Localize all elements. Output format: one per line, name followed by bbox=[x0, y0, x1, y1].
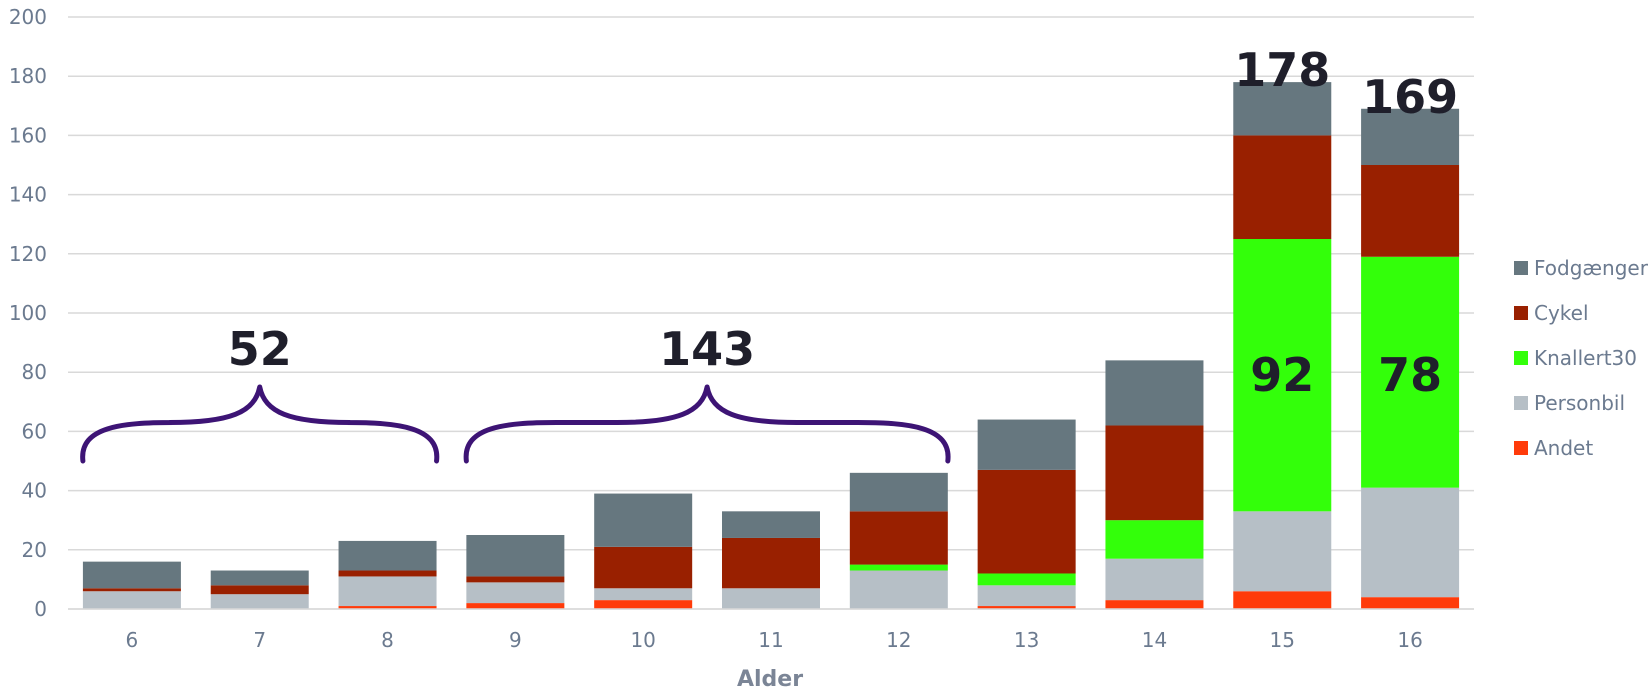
bar-segment-andet bbox=[1361, 597, 1460, 609]
curly-brace bbox=[463, 384, 951, 464]
x-tick-label: 6 bbox=[126, 628, 139, 652]
bar-segment-fodg-nger bbox=[1105, 360, 1204, 426]
bar-segment-fodg-nger bbox=[594, 493, 693, 547]
x-tick-label: 7 bbox=[253, 628, 266, 652]
bar-segment-fodg-nger bbox=[1361, 108, 1460, 165]
bar-segment-personbil bbox=[722, 588, 820, 609]
legend-swatch-personbil bbox=[1514, 396, 1528, 410]
bar-segment-fodg-nger bbox=[977, 419, 1076, 470]
y-axis: 0 20 40 60 80 100 120 140 160 180 200 bbox=[9, 5, 47, 621]
y-tick-label: 80 bbox=[22, 360, 47, 384]
y-tick-label: 200 bbox=[9, 5, 47, 29]
legend-label-cykel: Cykel bbox=[1534, 301, 1589, 325]
bar-segment-cykel bbox=[977, 469, 1076, 574]
bar-segment-knallert30 bbox=[1361, 256, 1460, 488]
bar-segment-knallert30 bbox=[977, 573, 1076, 586]
legend-label-andet: Andet bbox=[1534, 436, 1593, 460]
annotations: 178 169 92 78 52 143 bbox=[228, 43, 1458, 402]
legend-swatch-andet bbox=[1514, 441, 1528, 455]
bar-segment-cykel bbox=[594, 546, 693, 589]
bar-segment-fodg-nger bbox=[1233, 82, 1332, 136]
bar-segment-cykel bbox=[338, 570, 437, 577]
legend-label-personbil: Personbil bbox=[1534, 391, 1625, 415]
bar-segment-personbil bbox=[594, 588, 693, 601]
bar-segment-fodg-nger bbox=[466, 535, 565, 577]
total-label: 178 bbox=[1234, 43, 1330, 97]
x-tick-label: 16 bbox=[1397, 628, 1422, 652]
x-tick-label: 14 bbox=[1142, 628, 1167, 652]
brace-label: 52 bbox=[228, 322, 292, 376]
bar-segment-personbil bbox=[210, 594, 309, 609]
total-label: 169 bbox=[1362, 70, 1458, 124]
legend-label-fodg-nger: Fodgænger bbox=[1534, 256, 1648, 280]
bar-segment-knallert30 bbox=[849, 564, 948, 571]
bar-segment-cykel bbox=[849, 511, 948, 565]
y-tick-label: 140 bbox=[9, 183, 47, 207]
y-tick-label: 120 bbox=[9, 242, 47, 266]
y-tick-label: 20 bbox=[22, 538, 47, 562]
x-tick-label: 8 bbox=[381, 628, 394, 652]
bar-segment-fodg-nger bbox=[338, 540, 437, 571]
x-tick-label: 12 bbox=[886, 628, 911, 652]
y-tick-label: 160 bbox=[9, 123, 47, 147]
legend-swatch-knallert30 bbox=[1514, 351, 1528, 365]
bar-segment-knallert30 bbox=[1105, 520, 1204, 559]
bar-segment-cykel bbox=[722, 537, 820, 589]
y-tick-label: 0 bbox=[34, 597, 47, 621]
y-tick-label: 100 bbox=[9, 301, 47, 325]
bar-segment-cykel bbox=[1233, 135, 1332, 239]
bar-segment-andet bbox=[977, 606, 1076, 609]
bar-segment-cykel bbox=[1361, 165, 1460, 257]
x-axis: 6 7 8 9 10 11 12 13 14 15 16 bbox=[68, 608, 1474, 652]
bar-segment-personbil bbox=[977, 585, 1076, 607]
bar-segment-fodg-nger bbox=[722, 511, 820, 538]
legend: Fodgænger Cykel Knallert30 Personbil Andet bbox=[1514, 256, 1648, 460]
segment-label: 92 bbox=[1250, 348, 1314, 402]
bar-segment-andet bbox=[594, 600, 693, 609]
legend-swatch-cykel bbox=[1514, 306, 1528, 320]
y-tick-label: 40 bbox=[22, 479, 47, 503]
x-tick-label: 10 bbox=[630, 628, 655, 652]
x-axis-title: Alder bbox=[737, 667, 803, 692]
x-tick-label: 15 bbox=[1270, 628, 1295, 652]
legend-swatch-fodg-nger bbox=[1514, 261, 1528, 275]
bar-segment-personbil bbox=[338, 576, 437, 607]
bar-segment-fodg-nger bbox=[849, 472, 948, 512]
bar-segment-personbil bbox=[1361, 487, 1460, 598]
y-tick-label: 180 bbox=[9, 64, 47, 88]
curly-brace bbox=[80, 384, 440, 464]
bar-segment-personbil bbox=[1105, 558, 1204, 601]
bar-segment-andet bbox=[1233, 591, 1332, 609]
braces bbox=[80, 384, 951, 464]
bar-segment-knallert30 bbox=[1233, 239, 1332, 512]
y-tick-label: 60 bbox=[22, 419, 47, 443]
gridlines bbox=[68, 16, 1474, 610]
brace-label: 143 bbox=[659, 322, 755, 376]
segment-label: 78 bbox=[1378, 348, 1442, 402]
bar-segment-personbil bbox=[1233, 511, 1332, 592]
bar-segment-cykel bbox=[82, 588, 181, 592]
bar-segment-cykel bbox=[210, 585, 309, 595]
bar-segment-fodg-nger bbox=[210, 570, 309, 586]
bar-segment-andet bbox=[466, 603, 565, 609]
x-tick-label: 11 bbox=[758, 628, 783, 652]
bar-segment-personbil bbox=[82, 591, 181, 609]
bar-segment-andet bbox=[1105, 600, 1204, 609]
bar-segment-cykel bbox=[466, 576, 565, 583]
bars bbox=[82, 82, 1460, 609]
bar-segment-cykel bbox=[1105, 425, 1204, 521]
legend-label-knallert30: Knallert30 bbox=[1534, 346, 1637, 370]
x-tick-label: 9 bbox=[509, 628, 522, 652]
bar-segment-andet bbox=[338, 606, 437, 609]
bar-segment-personbil bbox=[849, 570, 948, 609]
bar-segment-fodg-nger bbox=[82, 561, 181, 589]
bar-segment-personbil bbox=[466, 582, 565, 604]
x-tick-label: 13 bbox=[1014, 628, 1039, 652]
